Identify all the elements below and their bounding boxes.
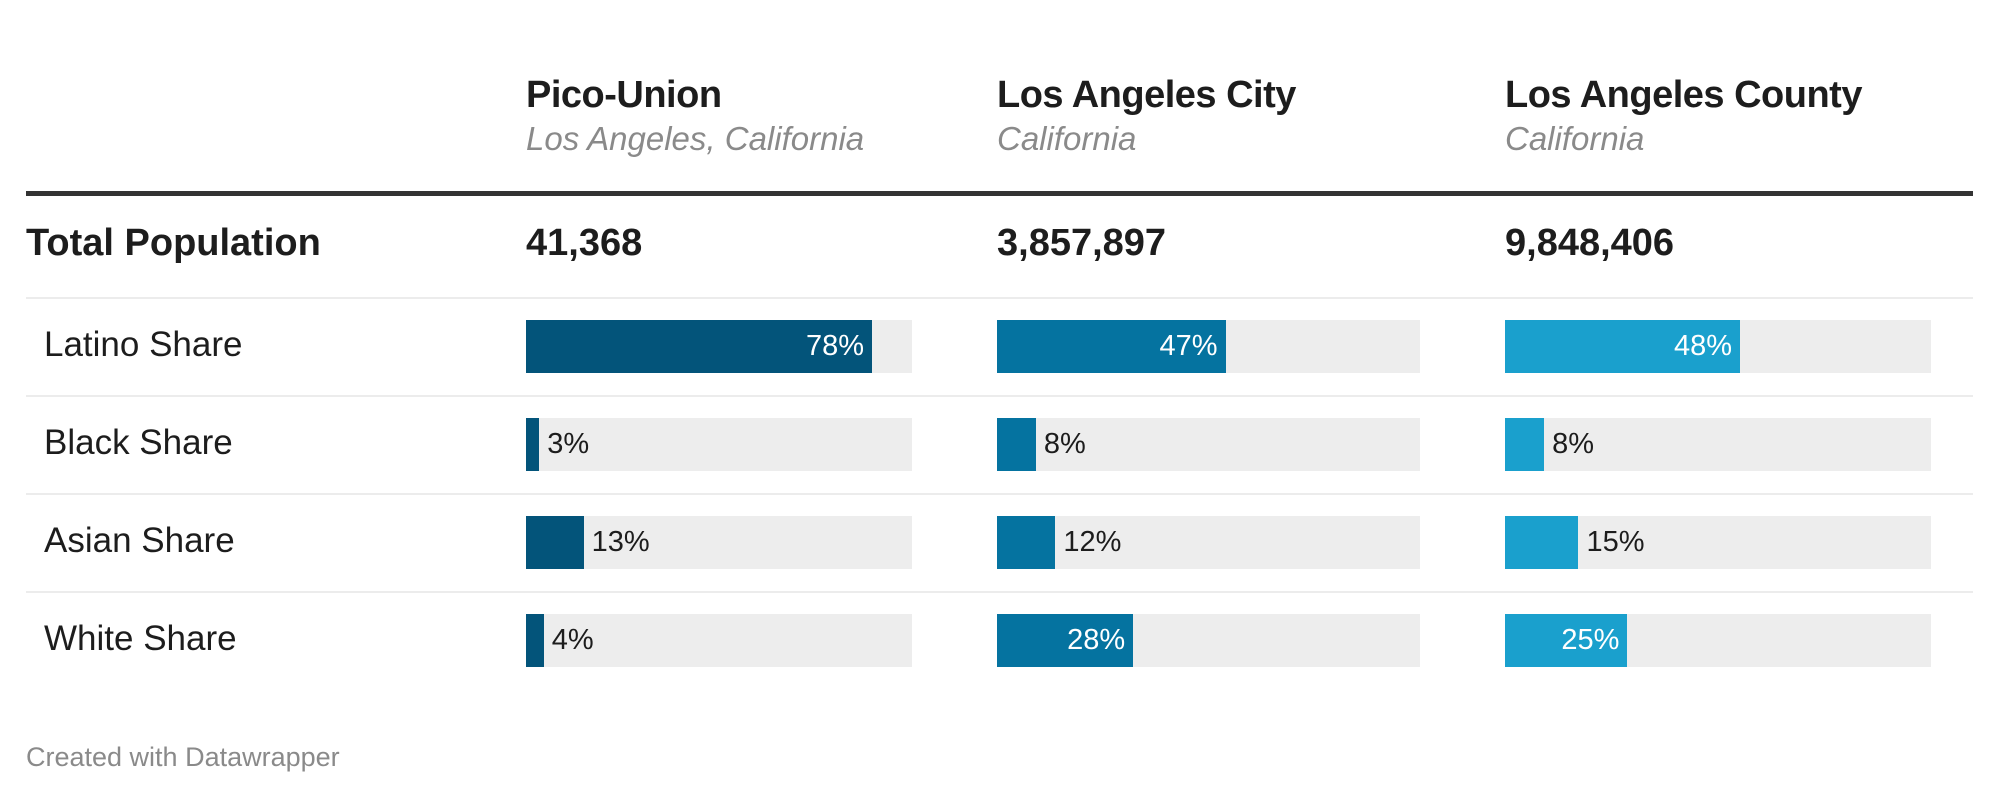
bar-value-label: 78% (806, 329, 865, 362)
column-subtitle-la-city: California (997, 120, 1137, 157)
bar-value-label: 25% (1561, 623, 1620, 656)
total-population-pico-union: 41,368 (526, 222, 643, 264)
bar-la-county (1505, 515, 1579, 569)
bar-value-label: 8% (1043, 427, 1086, 460)
row-divider (26, 297, 1973, 299)
bar-value-label: 4% (551, 623, 594, 656)
bar-la-county (1505, 613, 1628, 667)
bar-track-la-city: 47% (997, 319, 1420, 373)
column-header-la-county: Los Angeles County (1505, 74, 1862, 116)
total-population-label: Total Population (26, 222, 321, 264)
row-divider (26, 395, 1973, 397)
bar-value-label: 3% (547, 427, 590, 460)
bar-value-label: 8% (1552, 427, 1595, 460)
bar-value-label: 28% (1067, 623, 1126, 656)
bar-track-la-city: 8% (997, 417, 1420, 471)
bar-pico-union (526, 613, 544, 667)
bar-track-la-county: 15% (1505, 515, 1931, 569)
bar-la-county (1505, 319, 1741, 373)
bar-track-pico-union: 4% (526, 613, 912, 667)
row-divider (26, 493, 1973, 495)
row-label: White Share (44, 619, 237, 658)
bar-track-pico-union: 78% (526, 319, 912, 373)
header-divider (26, 191, 1973, 196)
bar-pico-union (526, 319, 873, 373)
row-label: Black Share (44, 423, 233, 462)
bar-track-la-city: 12% (997, 515, 1420, 569)
bar-pico-union (526, 417, 540, 471)
bar-pico-union (526, 515, 584, 569)
bar-value-label: 48% (1674, 329, 1733, 362)
bar-la-city (997, 515, 1056, 569)
row-label: Asian Share (44, 521, 235, 560)
total-population-la-county: 9,848,406 (1505, 222, 1675, 264)
row-label: Latino Share (44, 325, 243, 364)
bar-track-pico-union: 13% (526, 515, 912, 569)
total-population-la-city: 3,857,897 (997, 222, 1167, 264)
bar-value-label: 47% (1159, 329, 1218, 362)
column-header-pico-union: Pico-Union (526, 74, 722, 116)
footer-credit: Created with Datawrapper (26, 742, 340, 772)
bar-value-label: 12% (1063, 525, 1122, 558)
bar-track-la-county: 25% (1505, 613, 1931, 667)
column-header-la-city: Los Angeles City (997, 74, 1296, 116)
column-subtitle-la-county: California (1505, 120, 1645, 157)
row-divider (26, 591, 1973, 593)
bar-track-la-county: 48% (1505, 319, 1931, 373)
bar-value-label: 13% (591, 525, 650, 558)
bar-la-county (1505, 417, 1545, 471)
bar-track-la-county: 8% (1505, 417, 1931, 471)
bar-track-pico-union: 3% (526, 417, 912, 471)
column-subtitle-pico-union: Los Angeles, California (526, 120, 865, 157)
bar-la-city (997, 319, 1226, 373)
bar-value-label: 15% (1586, 525, 1645, 558)
bar-la-city (997, 613, 1134, 667)
bar-track-la-city: 28% (997, 613, 1420, 667)
bar-la-city (997, 417, 1036, 471)
